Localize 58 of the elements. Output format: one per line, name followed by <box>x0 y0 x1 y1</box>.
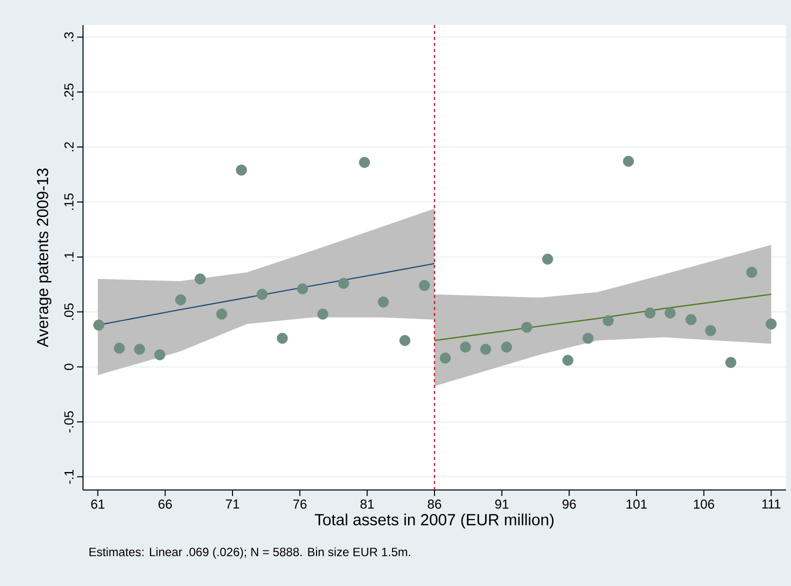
x-tick-label: 96 <box>562 500 576 509</box>
x-tick-label: 71 <box>226 500 240 508</box>
y-tick-label: .2 <box>64 142 74 152</box>
x-tick-label: 111 <box>762 500 780 508</box>
point <box>521 322 532 333</box>
y-tick-label: .05 <box>64 303 74 320</box>
point <box>317 308 328 320</box>
y-tick-label: -.05 <box>64 411 74 432</box>
point <box>460 342 471 353</box>
point <box>236 164 247 176</box>
point <box>216 308 228 320</box>
point <box>114 342 125 354</box>
point <box>440 352 451 364</box>
point <box>175 294 186 306</box>
point <box>93 320 104 331</box>
x-tick-label: 86 <box>428 500 442 509</box>
y-tick-label: .25 <box>64 84 74 100</box>
point <box>622 156 634 167</box>
point <box>542 254 554 265</box>
point <box>480 344 492 355</box>
x-tick-label: 101 <box>626 500 647 509</box>
x-tick-label: 76 <box>293 500 306 509</box>
y-tick-label: 0 <box>64 364 74 370</box>
x-tick-label: 61 <box>91 500 104 509</box>
x-tick-label: 91 <box>495 500 508 509</box>
point <box>746 266 758 278</box>
point <box>686 314 697 326</box>
point <box>501 342 512 353</box>
point <box>378 296 389 308</box>
y-tick-label: .15 <box>64 193 74 210</box>
point <box>297 283 308 294</box>
point <box>358 156 370 168</box>
point <box>338 278 350 289</box>
x-tick-label: 66 <box>158 500 172 509</box>
y-axis-title: Average patents 2009-13 <box>36 168 52 348</box>
text: Estimates: Linear .069 (.026); N = 5888. Bin size EUR 1.5m. <box>90 547 410 559</box>
point <box>134 344 146 355</box>
point <box>418 280 430 292</box>
point <box>399 334 410 346</box>
x-tick-label: 106 <box>694 500 714 509</box>
point <box>276 332 288 344</box>
point <box>766 318 777 330</box>
line-series <box>434 294 772 342</box>
point <box>725 356 736 368</box>
y-tick-label: .3 <box>64 32 74 42</box>
point <box>644 308 656 319</box>
point <box>602 315 614 326</box>
y-tick-label: .1 <box>64 252 74 262</box>
point <box>154 349 166 360</box>
point <box>705 325 716 336</box>
y-tick-label: -.1 <box>64 470 74 484</box>
point <box>194 273 206 284</box>
point <box>582 332 594 344</box>
x-axis-title: Total assets in 2007 (EUR million) <box>314 514 554 529</box>
point <box>664 308 676 319</box>
point <box>562 354 574 366</box>
point <box>256 288 268 300</box>
x-tick-label: 81 <box>360 500 374 509</box>
